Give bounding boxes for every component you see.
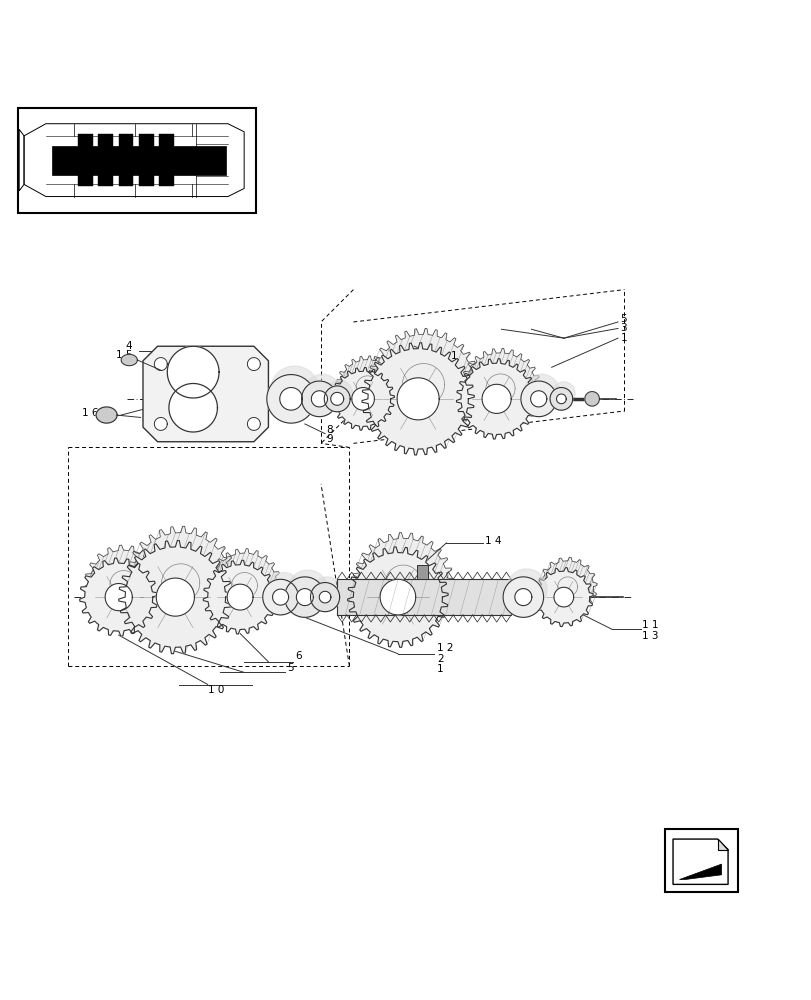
Polygon shape xyxy=(105,584,132,611)
Polygon shape xyxy=(208,549,281,622)
Polygon shape xyxy=(312,577,341,606)
Polygon shape xyxy=(584,392,599,406)
Polygon shape xyxy=(263,579,298,615)
Polygon shape xyxy=(362,343,474,455)
Polygon shape xyxy=(717,839,727,850)
Polygon shape xyxy=(367,328,479,441)
Polygon shape xyxy=(272,589,288,605)
Bar xyxy=(78,134,92,186)
Polygon shape xyxy=(523,374,559,410)
Bar xyxy=(159,134,174,186)
Polygon shape xyxy=(247,417,260,430)
Text: 5: 5 xyxy=(620,314,626,324)
Polygon shape xyxy=(124,526,237,640)
Polygon shape xyxy=(351,388,374,410)
Text: 7: 7 xyxy=(442,361,448,371)
Polygon shape xyxy=(79,558,157,636)
Polygon shape xyxy=(530,391,546,407)
Text: 1 6: 1 6 xyxy=(82,408,98,418)
Text: 1: 1 xyxy=(620,333,626,343)
Text: 1: 1 xyxy=(450,351,457,361)
Bar xyxy=(18,108,256,213)
Bar xyxy=(337,579,511,615)
Polygon shape xyxy=(118,540,232,654)
Polygon shape xyxy=(482,384,511,413)
Text: 8: 8 xyxy=(326,425,333,435)
Polygon shape xyxy=(514,589,531,606)
Text: 1 4: 1 4 xyxy=(485,536,501,546)
Polygon shape xyxy=(304,374,340,410)
Polygon shape xyxy=(280,388,302,410)
Text: 3: 3 xyxy=(620,323,626,333)
Polygon shape xyxy=(534,568,593,627)
Bar xyxy=(417,565,427,579)
Polygon shape xyxy=(347,547,448,647)
Polygon shape xyxy=(336,356,398,419)
Polygon shape xyxy=(287,570,328,611)
Polygon shape xyxy=(310,583,339,612)
Polygon shape xyxy=(270,366,319,415)
Polygon shape xyxy=(121,354,137,366)
Polygon shape xyxy=(551,382,574,405)
Polygon shape xyxy=(380,579,415,615)
Text: 1 1: 1 1 xyxy=(642,620,658,630)
Text: 2: 2 xyxy=(436,654,443,664)
Polygon shape xyxy=(319,591,331,603)
Polygon shape xyxy=(460,348,540,429)
Polygon shape xyxy=(157,578,194,616)
Polygon shape xyxy=(679,864,721,880)
Polygon shape xyxy=(503,577,543,617)
Polygon shape xyxy=(84,545,162,623)
Polygon shape xyxy=(332,368,394,430)
Polygon shape xyxy=(154,417,167,430)
Polygon shape xyxy=(296,589,313,606)
Text: 1 5: 1 5 xyxy=(116,350,132,360)
Bar xyxy=(118,134,133,186)
Polygon shape xyxy=(167,346,219,398)
Polygon shape xyxy=(549,388,572,410)
Polygon shape xyxy=(397,378,439,420)
Polygon shape xyxy=(285,577,324,617)
Polygon shape xyxy=(672,839,727,884)
Polygon shape xyxy=(267,375,315,423)
Polygon shape xyxy=(538,557,596,616)
Polygon shape xyxy=(456,359,536,439)
Text: 9: 9 xyxy=(326,434,333,444)
Polygon shape xyxy=(265,573,301,608)
Bar xyxy=(664,829,737,892)
Polygon shape xyxy=(96,407,117,423)
Polygon shape xyxy=(506,569,547,609)
Polygon shape xyxy=(169,383,217,432)
Polygon shape xyxy=(227,584,253,610)
Text: 5: 5 xyxy=(287,663,294,673)
Text: 1 0: 1 0 xyxy=(208,685,224,695)
Polygon shape xyxy=(553,587,573,607)
Polygon shape xyxy=(326,380,352,406)
Polygon shape xyxy=(203,560,277,634)
Polygon shape xyxy=(324,386,350,412)
Polygon shape xyxy=(154,358,167,371)
Polygon shape xyxy=(311,391,327,407)
Text: 6: 6 xyxy=(294,651,302,661)
Polygon shape xyxy=(353,533,453,633)
Polygon shape xyxy=(247,358,260,371)
Text: 1 3: 1 3 xyxy=(642,631,658,641)
Bar xyxy=(51,146,225,175)
Text: 1: 1 xyxy=(436,664,443,674)
Polygon shape xyxy=(301,381,337,417)
Polygon shape xyxy=(521,381,556,417)
Text: 1 2: 1 2 xyxy=(436,643,453,653)
Polygon shape xyxy=(143,346,268,442)
Polygon shape xyxy=(556,394,565,404)
Bar xyxy=(139,134,153,186)
Polygon shape xyxy=(330,392,343,405)
Text: 4: 4 xyxy=(126,341,132,351)
Bar xyxy=(98,134,113,186)
